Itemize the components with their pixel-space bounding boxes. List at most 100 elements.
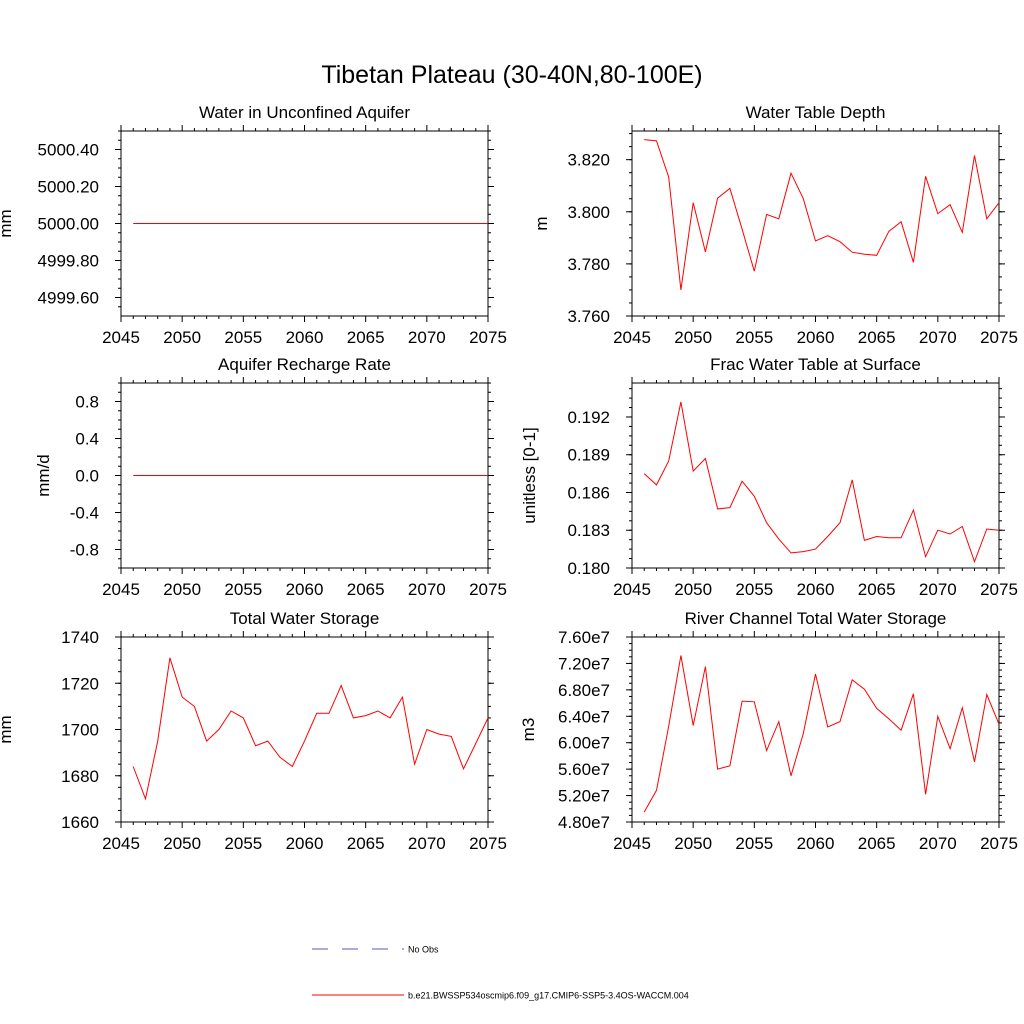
panel-4: Frac Water Table at Surface unitless [0-1… xyxy=(520,355,1018,599)
panel-title: Water in Unconfined Aquifer xyxy=(199,103,410,122)
x-tick-label: 2050 xyxy=(163,580,201,599)
x-tick-label: 2075 xyxy=(980,580,1018,599)
y-axis-label: m xyxy=(532,216,551,230)
series-line xyxy=(643,655,1000,813)
legend: No Obs b.e21.BWSSP534oscmip6.f09_g17.CMI… xyxy=(312,945,689,1001)
y-tick-label: 0.186 xyxy=(567,483,610,502)
x-tick-label: 2045 xyxy=(102,328,140,347)
x-tick-label: 2075 xyxy=(469,834,507,853)
y-tick-label: 0.192 xyxy=(567,408,610,427)
plot-frame xyxy=(631,130,1000,317)
x-tick-label: 2060 xyxy=(286,834,324,853)
y-tick-label: 6.40e7 xyxy=(558,707,610,726)
panel-2: Water Table Depth m 2045 2050 2055 2060 2065 20… xyxy=(532,103,1018,347)
panel-title: Water Table Depth xyxy=(746,103,886,122)
plot-frame xyxy=(631,636,1000,823)
y-tick-label: 3.780 xyxy=(567,255,610,274)
x-tick-label: 2045 xyxy=(613,580,651,599)
y-axis-label: mm xyxy=(0,715,15,743)
series-line xyxy=(132,657,489,801)
legend-label-no-obs: No Obs xyxy=(408,945,439,955)
y-tick-label: 4.80e7 xyxy=(558,813,610,832)
y-tick-label: 0.180 xyxy=(567,559,610,578)
y-tick-label: 0.183 xyxy=(567,521,610,540)
plot-frame xyxy=(120,636,489,823)
y-tick-label: 1700 xyxy=(61,721,99,740)
x-tick-label: 2070 xyxy=(919,328,957,347)
x-tick-label: 2045 xyxy=(102,834,140,853)
x-tick-label: 2060 xyxy=(797,580,835,599)
x-tick-label: 2055 xyxy=(224,580,262,599)
series-line xyxy=(644,139,1000,290)
y-tick-label: 0.0 xyxy=(75,467,99,486)
y-tick-label: -0.4 xyxy=(70,504,99,523)
y-tick-label: 0.4 xyxy=(75,430,99,449)
y-tick-label: 5000.00 xyxy=(38,215,99,234)
x-tick-label: 2070 xyxy=(408,328,446,347)
x-tick-label: 2050 xyxy=(163,834,201,853)
y-tick-label: -0.8 xyxy=(70,541,99,560)
y-tick-label: 5000.20 xyxy=(38,178,99,197)
y-tick-label: 4999.60 xyxy=(38,289,99,308)
x-tick-label: 2060 xyxy=(286,328,324,347)
y-tick-label: 5.20e7 xyxy=(558,787,610,806)
x-tick-label: 2060 xyxy=(797,328,835,347)
y-tick-label: 3.820 xyxy=(567,151,610,170)
x-tick-label: 2060 xyxy=(797,834,835,853)
x-tick-label: 2065 xyxy=(858,580,896,599)
x-tick-label: 2045 xyxy=(613,328,651,347)
y-tick-label: 1660 xyxy=(61,813,99,832)
legend-label-model: b.e21.BWSSP534oscmip6.f09_g17.CMIP6-SSP5… xyxy=(408,991,689,1001)
panel-title: Total Water Storage xyxy=(230,609,380,628)
figure-title: Tibetan Plateau (30-40N,80-100E) xyxy=(321,61,702,89)
x-tick-label: 2050 xyxy=(163,328,201,347)
y-tick-label: 6.80e7 xyxy=(558,681,610,700)
x-tick-label: 2070 xyxy=(408,580,446,599)
y-tick-label: 1720 xyxy=(61,674,99,693)
x-tick-label: 2065 xyxy=(347,580,385,599)
y-tick-label: 5.60e7 xyxy=(558,760,610,779)
y-tick-label: 5000.40 xyxy=(38,141,99,160)
y-tick-label: 3.760 xyxy=(567,307,610,326)
x-tick-label: 2070 xyxy=(919,580,957,599)
x-tick-label: 2055 xyxy=(735,834,773,853)
x-tick-label: 2065 xyxy=(858,834,896,853)
y-tick-label: 3.800 xyxy=(567,203,610,222)
panel-1: Water in Unconfined Aquifer mm 2045 2050 205… xyxy=(0,103,507,347)
panel-6: River Channel Total Water Storage m3 2045 2… xyxy=(519,609,1018,853)
panel-title: River Channel Total Water Storage xyxy=(685,609,947,628)
x-tick-label: 2065 xyxy=(347,328,385,347)
x-tick-label: 2070 xyxy=(919,834,957,853)
x-tick-label: 2045 xyxy=(102,580,140,599)
x-tick-label: 2050 xyxy=(674,580,712,599)
x-tick-label: 2075 xyxy=(469,328,507,347)
y-tick-label: 4999.80 xyxy=(38,252,99,271)
y-axis-label: mm xyxy=(0,209,15,237)
x-tick-label: 2050 xyxy=(674,328,712,347)
x-tick-label: 2050 xyxy=(674,834,712,853)
y-tick-label: 6.00e7 xyxy=(558,734,610,753)
plot-frame xyxy=(631,382,1000,569)
x-tick-label: 2055 xyxy=(224,328,262,347)
y-tick-label: 7.60e7 xyxy=(558,628,610,647)
x-tick-label: 2065 xyxy=(347,834,385,853)
x-tick-label: 2075 xyxy=(469,580,507,599)
panel-3: Aquifer Recharge Rate mm/d 2045 2050 2055 206… xyxy=(34,355,507,599)
panel-title: Frac Water Table at Surface xyxy=(710,355,921,374)
x-tick-label: 2060 xyxy=(286,580,324,599)
x-tick-label: 2055 xyxy=(735,580,773,599)
y-tick-label: 1740 xyxy=(61,628,99,647)
y-tick-label: 0.189 xyxy=(567,446,610,465)
panels: Water in Unconfined Aquifer mm 2045 2050 205… xyxy=(0,103,1018,853)
y-tick-label: 1680 xyxy=(61,767,99,786)
y-tick-label: 7.20e7 xyxy=(558,654,610,673)
y-tick-label: 0.8 xyxy=(75,393,99,412)
x-tick-label: 2065 xyxy=(858,328,896,347)
series-line xyxy=(643,401,1000,564)
panel-5: Total Water Storage mm 2045 2050 2055 2060 206… xyxy=(0,609,507,853)
x-tick-label: 2075 xyxy=(980,834,1018,853)
y-axis-label: mm/d xyxy=(34,454,53,497)
x-tick-label: 2070 xyxy=(408,834,446,853)
panel-title: Aquifer Recharge Rate xyxy=(218,355,391,374)
